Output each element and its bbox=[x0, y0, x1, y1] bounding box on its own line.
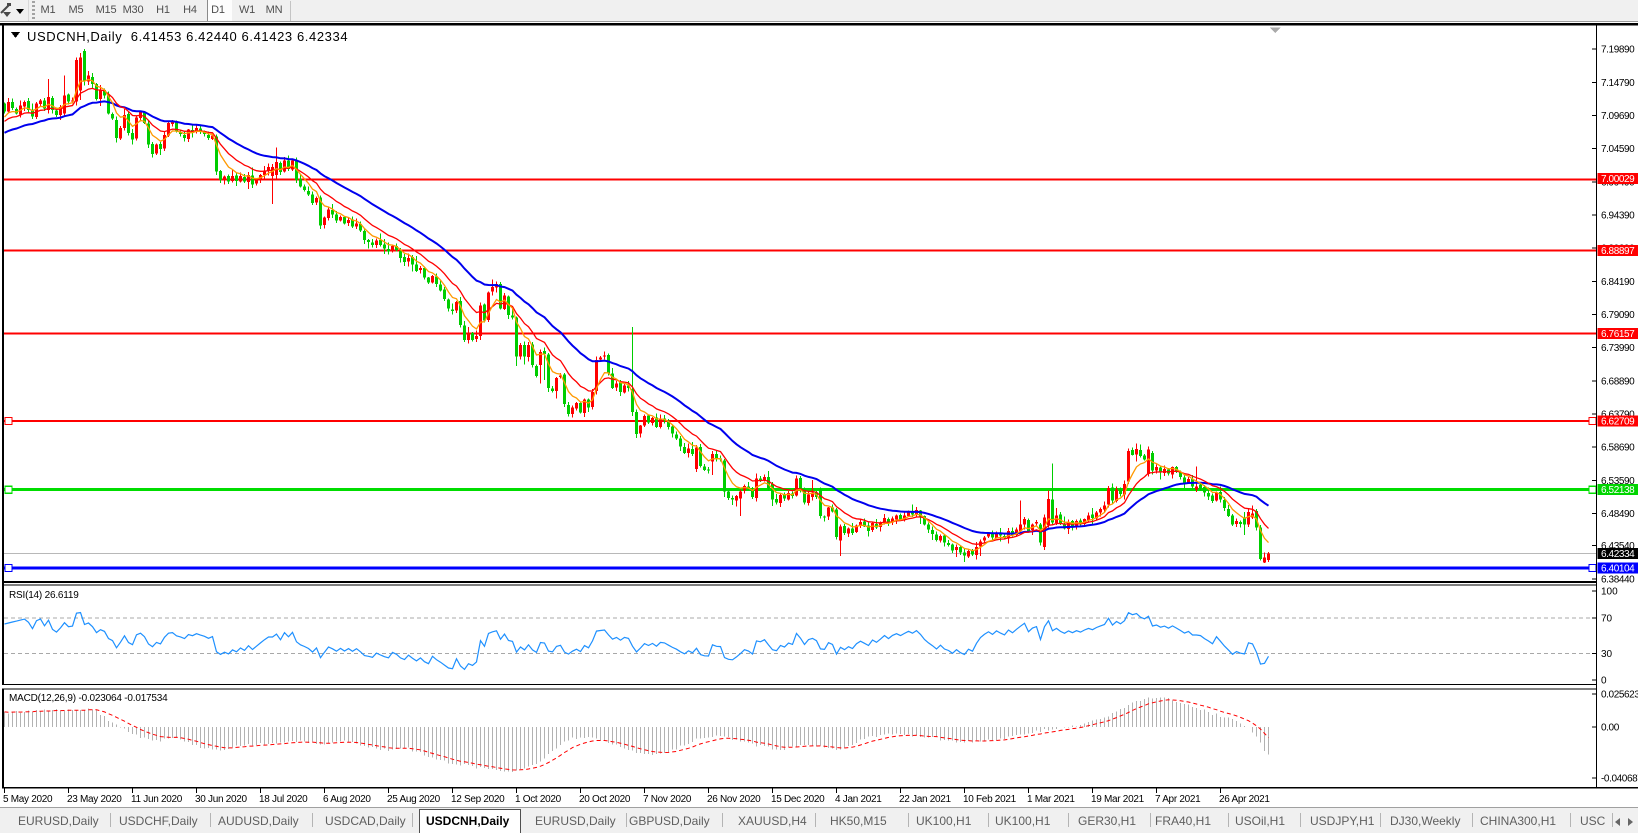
svg-text:RSI(14) 26.6119: RSI(14) 26.6119 bbox=[9, 590, 79, 601]
svg-text:6.73990: 6.73990 bbox=[1601, 343, 1635, 354]
svg-text:6.94390: 6.94390 bbox=[1601, 211, 1635, 222]
svg-text:6.53590: 6.53590 bbox=[1601, 476, 1635, 487]
svg-text:20 Oct 2020: 20 Oct 2020 bbox=[579, 794, 631, 805]
svg-text:6.68890: 6.68890 bbox=[1601, 376, 1635, 387]
svg-text:7.00029: 7.00029 bbox=[1601, 174, 1635, 185]
svg-text:6.88897: 6.88897 bbox=[1601, 246, 1635, 257]
svg-text:6.42334: 6.42334 bbox=[1601, 549, 1635, 560]
svg-text:6.76157: 6.76157 bbox=[1601, 329, 1635, 340]
svg-text:11 Jun 2020: 11 Jun 2020 bbox=[131, 794, 183, 805]
svg-text:30: 30 bbox=[1601, 649, 1613, 660]
svg-text:6.40104: 6.40104 bbox=[1601, 564, 1635, 575]
svg-text:6.84190: 6.84190 bbox=[1601, 277, 1635, 288]
svg-text:70: 70 bbox=[1601, 613, 1613, 624]
svg-text:6 Aug 2020: 6 Aug 2020 bbox=[323, 794, 371, 805]
svg-text:0: 0 bbox=[1601, 675, 1607, 686]
svg-text:19 Mar 2021: 19 Mar 2021 bbox=[1091, 794, 1145, 805]
svg-text:7 Apr 2021: 7 Apr 2021 bbox=[1155, 794, 1201, 805]
svg-text:6.43540: 6.43540 bbox=[1601, 541, 1635, 552]
svg-text:25 Aug 2020: 25 Aug 2020 bbox=[387, 794, 441, 805]
svg-text:23 May 2020: 23 May 2020 bbox=[67, 794, 122, 805]
svg-text:7.19890: 7.19890 bbox=[1601, 45, 1635, 56]
svg-text:6.38440: 6.38440 bbox=[1601, 574, 1635, 585]
svg-text:-0.040687: -0.040687 bbox=[1601, 774, 1638, 785]
svg-text:USDCNH,Daily 6.41453 6.42440: USDCNH,Daily 6.41453 6.42440 6.41423 6.4… bbox=[27, 29, 348, 44]
svg-text:6.62709: 6.62709 bbox=[1601, 417, 1635, 428]
svg-text:0.00: 0.00 bbox=[1601, 723, 1620, 734]
svg-text:6.48490: 6.48490 bbox=[1601, 509, 1635, 520]
svg-text:7.14790: 7.14790 bbox=[1601, 78, 1635, 89]
svg-text:10 Feb 2021: 10 Feb 2021 bbox=[963, 794, 1017, 805]
svg-text:7.09690: 7.09690 bbox=[1601, 111, 1635, 122]
svg-text:26 Apr 2021: 26 Apr 2021 bbox=[1219, 794, 1270, 805]
svg-text:26 Nov 2020: 26 Nov 2020 bbox=[707, 794, 761, 805]
svg-text:22 Jan 2021: 22 Jan 2021 bbox=[899, 794, 951, 805]
svg-text:6.79090: 6.79090 bbox=[1601, 310, 1635, 321]
svg-text:MACD(12,26,9) -0.023064 -0.017: MACD(12,26,9) -0.023064 -0.017534 bbox=[9, 693, 168, 704]
svg-text:30 Jun 2020: 30 Jun 2020 bbox=[195, 794, 247, 805]
svg-text:12 Sep 2020: 12 Sep 2020 bbox=[451, 794, 505, 805]
svg-text:7.04590: 7.04590 bbox=[1601, 144, 1635, 155]
svg-text:18 Jul 2020: 18 Jul 2020 bbox=[259, 794, 308, 805]
svg-text:0.025623: 0.025623 bbox=[1601, 690, 1638, 701]
svg-text:7 Nov 2020: 7 Nov 2020 bbox=[643, 794, 692, 805]
svg-text:5 May 2020: 5 May 2020 bbox=[3, 794, 53, 805]
svg-text:1 Mar 2021: 1 Mar 2021 bbox=[1027, 794, 1075, 805]
svg-text:100: 100 bbox=[1601, 587, 1618, 598]
svg-text:6.63790: 6.63790 bbox=[1601, 410, 1635, 421]
svg-text:6.52138: 6.52138 bbox=[1601, 485, 1635, 496]
svg-text:4 Jan 2021: 4 Jan 2021 bbox=[835, 794, 882, 805]
svg-text:6.58690: 6.58690 bbox=[1601, 443, 1635, 454]
svg-text:1 Oct 2020: 1 Oct 2020 bbox=[515, 794, 562, 805]
svg-text:15 Dec 2020: 15 Dec 2020 bbox=[771, 794, 825, 805]
